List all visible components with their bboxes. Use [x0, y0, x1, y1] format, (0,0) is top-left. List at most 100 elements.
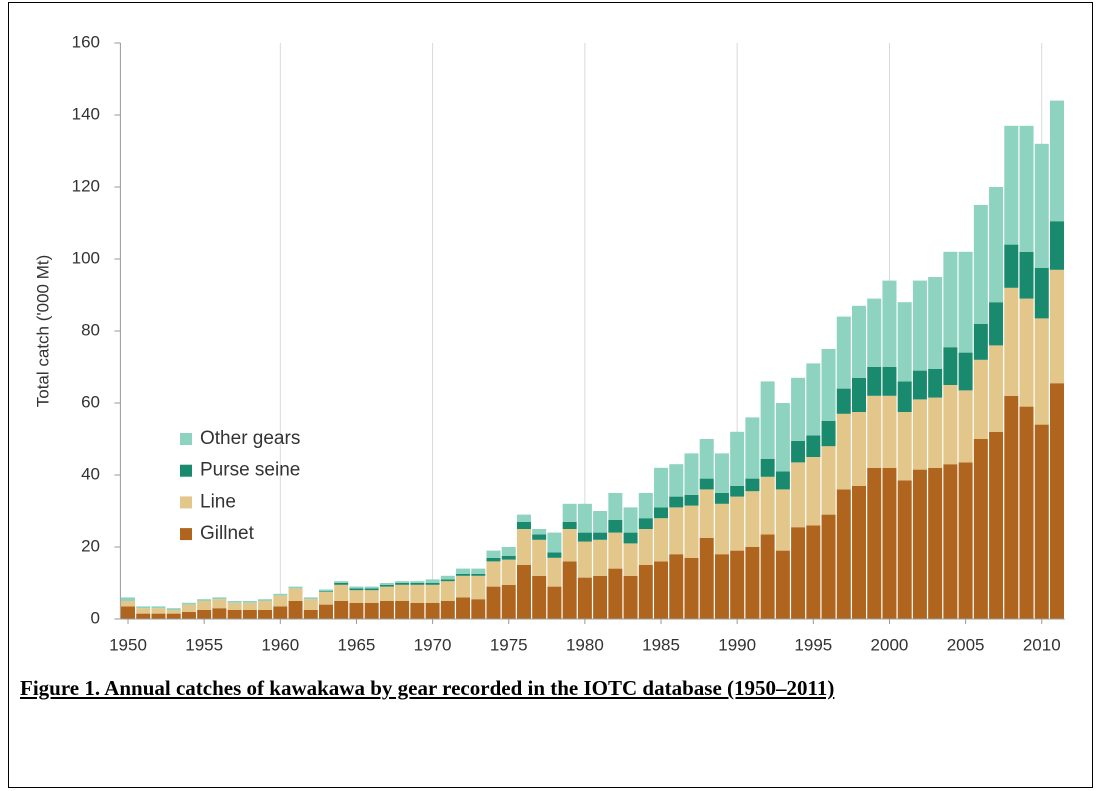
bar-segment	[227, 602, 242, 610]
frame	[8, 2, 1093, 788]
bar-segment	[654, 561, 669, 619]
bar-segment	[501, 556, 516, 560]
bar-segment	[943, 464, 958, 619]
bar-segment	[425, 583, 440, 585]
bar-segment	[136, 608, 151, 614]
bar-segment	[882, 367, 897, 396]
legend-label: Line	[200, 491, 236, 512]
bar-segment	[943, 385, 958, 465]
legend-swatch	[180, 496, 192, 509]
bar-segment	[151, 608, 166, 614]
bar-segment	[273, 593, 288, 596]
bar-segment	[897, 302, 912, 382]
bar-segment	[364, 586, 379, 589]
bar-segment	[714, 453, 729, 493]
x-tick-label: 1965	[338, 635, 376, 654]
legend-label: Purse seine	[200, 460, 300, 481]
bar-segment	[547, 586, 562, 619]
bar-segment	[486, 561, 501, 587]
bar-segment	[379, 584, 394, 587]
bar-segment	[684, 557, 699, 619]
bar-segment	[806, 363, 821, 436]
y-tick-label: 60	[81, 392, 100, 411]
bar-segment	[349, 590, 364, 603]
x-tick-label: 1985	[642, 635, 680, 654]
bar-segment	[516, 529, 531, 565]
bar-segment	[730, 496, 745, 551]
bar-segment	[897, 480, 912, 619]
bar-segment	[151, 606, 166, 609]
bar-segment	[1049, 100, 1064, 222]
y-tick-label: 100	[72, 248, 100, 267]
x-tick-label: 1950	[109, 635, 147, 654]
bar-segment	[181, 604, 196, 612]
bar-segment	[532, 539, 547, 576]
y-tick-label: 80	[81, 320, 100, 339]
bar-segment	[593, 511, 608, 533]
bar-segment	[334, 583, 349, 585]
bar-segment	[1034, 268, 1049, 319]
bar-segment	[349, 588, 364, 591]
bar-segment	[821, 349, 836, 421]
bar-segment	[562, 561, 577, 619]
bar-segment	[501, 584, 516, 619]
bar-segment	[349, 602, 364, 619]
bar-segment	[867, 298, 882, 367]
bar-segment	[334, 584, 349, 601]
bar-segment	[806, 435, 821, 457]
bar-segment	[836, 413, 851, 490]
bar-segment	[867, 467, 882, 619]
bar-segment	[197, 601, 212, 610]
bar-segment	[1004, 287, 1019, 396]
bar-segment	[121, 601, 136, 607]
bar-segment	[318, 592, 333, 605]
bar-segment	[410, 602, 425, 619]
bar-segment	[318, 591, 333, 592]
bar-segment	[714, 554, 729, 619]
bar-segment	[989, 302, 1004, 346]
y-axis-label: Total catch ('000 Mt)	[33, 255, 52, 408]
bar-segment	[928, 467, 943, 619]
bar-segment	[212, 608, 227, 619]
bar-segment	[684, 453, 699, 495]
bar-segment	[166, 608, 181, 610]
bar-segment	[638, 565, 653, 619]
bar-segment	[928, 397, 943, 468]
bar-segment	[318, 604, 333, 619]
bar-segment	[181, 602, 196, 605]
chart: Total catch ('000 Mt) 0 20 40 60 80 100 120 140…	[33, 32, 1065, 654]
bar-segment	[1034, 424, 1049, 619]
bar-segment	[989, 187, 1004, 303]
bar-segment	[410, 581, 425, 583]
bar-segment	[227, 601, 242, 603]
bar-segment	[471, 575, 486, 600]
bar-segment	[608, 532, 623, 569]
bar-segment	[379, 601, 394, 619]
bar-segment	[638, 529, 653, 565]
bar-segment	[456, 574, 471, 576]
bar-segment	[973, 205, 988, 324]
legend-swatch	[180, 433, 192, 445]
bar-segment	[791, 440, 806, 463]
bar-segment	[516, 565, 531, 619]
bar-segment	[623, 543, 638, 576]
bar-segment	[867, 395, 882, 468]
bar-segment	[501, 547, 516, 556]
bar-segment	[882, 280, 897, 367]
y-tick-label: 140	[72, 104, 100, 123]
bar-segment	[943, 251, 958, 348]
bar-segment	[181, 611, 196, 619]
x-tick-label: 2005	[947, 635, 985, 654]
bar-segment	[1004, 125, 1019, 245]
bar-segment	[303, 597, 318, 600]
bar-segment	[714, 503, 729, 555]
bar-segment	[151, 613, 166, 619]
x-tick-label: 2000	[871, 635, 909, 654]
bar-segment	[577, 532, 592, 542]
bar-segment	[440, 581, 455, 601]
bar-segment	[471, 568, 486, 574]
bar-segment	[1049, 221, 1064, 270]
bar-segment	[669, 507, 684, 555]
bar-segment	[882, 467, 897, 619]
y-tick-label: 0	[91, 608, 100, 627]
